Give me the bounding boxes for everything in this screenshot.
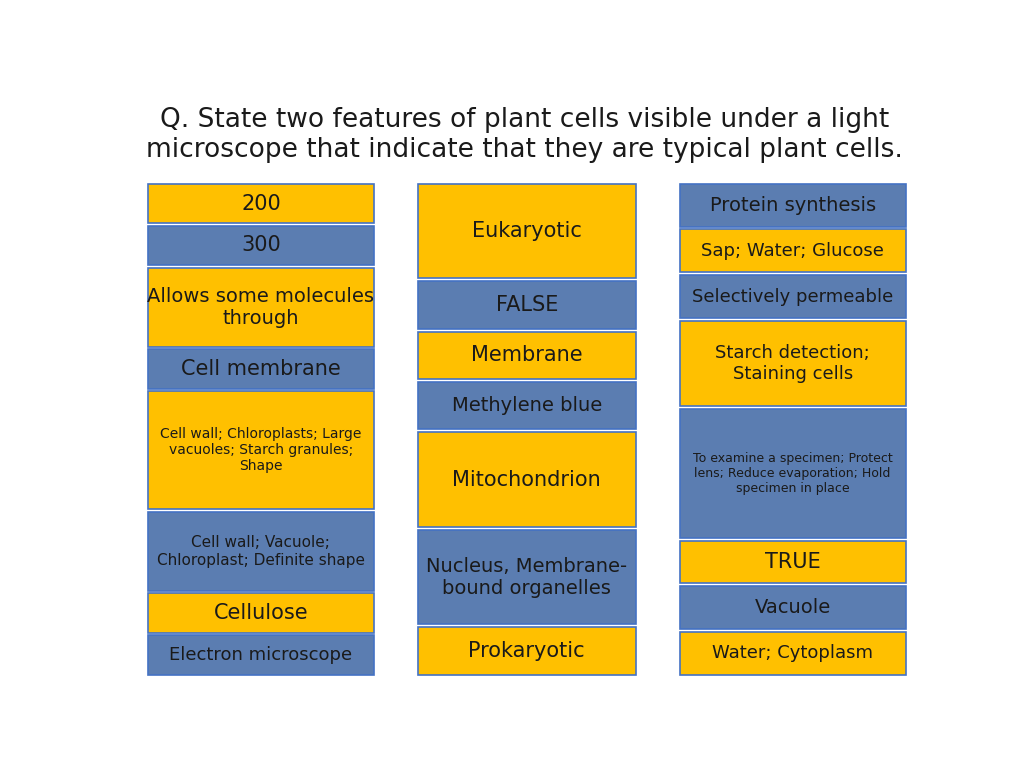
FancyBboxPatch shape	[418, 332, 636, 379]
FancyBboxPatch shape	[147, 349, 374, 389]
FancyBboxPatch shape	[680, 321, 905, 406]
FancyBboxPatch shape	[680, 586, 905, 629]
FancyBboxPatch shape	[147, 268, 374, 346]
Text: Electron microscope: Electron microscope	[169, 646, 352, 664]
Text: Q. State two features of plant cells visible under a light
microscope that indic: Q. State two features of plant cells vis…	[146, 107, 903, 163]
Text: Prokaryotic: Prokaryotic	[468, 641, 585, 661]
FancyBboxPatch shape	[147, 593, 374, 633]
Text: Cellulose: Cellulose	[214, 603, 308, 623]
Text: Cell membrane: Cell membrane	[181, 359, 341, 379]
FancyBboxPatch shape	[418, 281, 636, 329]
FancyBboxPatch shape	[418, 184, 636, 278]
FancyBboxPatch shape	[680, 632, 905, 674]
FancyBboxPatch shape	[418, 530, 636, 624]
Text: TRUE: TRUE	[765, 552, 820, 572]
Text: Selectively permeable: Selectively permeable	[692, 287, 893, 306]
Text: Vacuole: Vacuole	[755, 598, 830, 617]
Text: Cell wall; Chloroplasts; Large
vacuoles; Starch granules;
Shape: Cell wall; Chloroplasts; Large vacuoles;…	[160, 427, 361, 473]
FancyBboxPatch shape	[147, 635, 374, 674]
FancyBboxPatch shape	[680, 409, 905, 538]
Text: Membrane: Membrane	[471, 346, 583, 366]
FancyBboxPatch shape	[147, 391, 374, 509]
Text: 200: 200	[241, 194, 281, 214]
Text: Sap; Water; Glucose: Sap; Water; Glucose	[701, 242, 884, 260]
Text: FALSE: FALSE	[496, 295, 558, 315]
Text: 300: 300	[241, 236, 281, 256]
Text: Allows some molecules
through: Allows some molecules through	[147, 286, 375, 328]
Text: Cell wall; Vacuole;
Chloroplast; Definite shape: Cell wall; Vacuole; Chloroplast; Definit…	[157, 535, 365, 568]
Text: To examine a specimen; Protect
lens; Reduce evaporation; Hold
specimen in place: To examine a specimen; Protect lens; Red…	[693, 452, 893, 495]
Text: Water; Cytoplasm: Water; Cytoplasm	[712, 644, 873, 662]
Text: Mitochondrion: Mitochondrion	[453, 469, 601, 489]
Text: Protein synthesis: Protein synthesis	[710, 196, 876, 215]
Text: Starch detection;
Staining cells: Starch detection; Staining cells	[716, 344, 870, 383]
Text: Eukaryotic: Eukaryotic	[472, 221, 582, 241]
FancyBboxPatch shape	[680, 184, 905, 227]
FancyBboxPatch shape	[147, 226, 374, 265]
FancyBboxPatch shape	[418, 382, 636, 429]
Text: Methylene blue: Methylene blue	[452, 396, 602, 415]
FancyBboxPatch shape	[147, 512, 374, 591]
FancyBboxPatch shape	[147, 184, 374, 223]
FancyBboxPatch shape	[680, 275, 905, 318]
FancyBboxPatch shape	[680, 541, 905, 584]
FancyBboxPatch shape	[680, 230, 905, 273]
Text: Nucleus, Membrane-
bound organelles: Nucleus, Membrane- bound organelles	[426, 557, 628, 598]
FancyBboxPatch shape	[418, 627, 636, 674]
FancyBboxPatch shape	[418, 432, 636, 527]
